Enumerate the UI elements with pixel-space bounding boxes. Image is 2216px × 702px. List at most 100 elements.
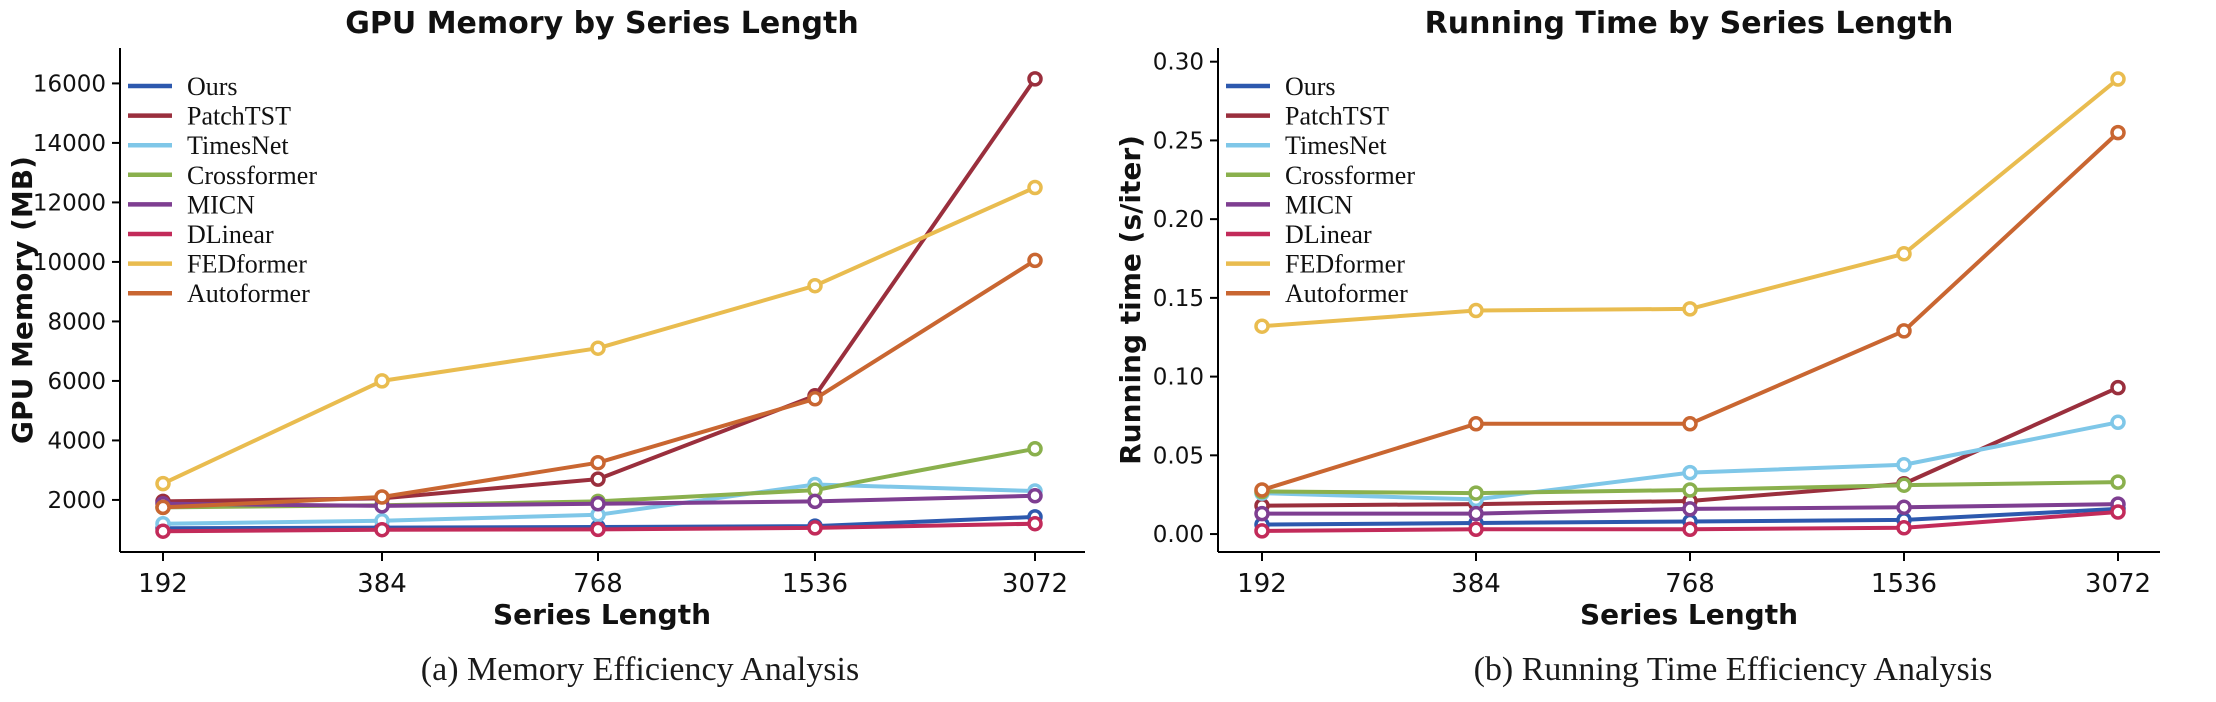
- data-point-patchtst-3072: [1027, 71, 1043, 87]
- y-tick-label: 0.00: [1153, 522, 1204, 548]
- data-point-crossformer-3072: [2110, 474, 2126, 490]
- legend: OursPatchTSTTimesNetCrossformerMICNDLine…: [128, 72, 317, 308]
- data-point-autoformer-3072: [1027, 252, 1043, 269]
- data-point-micn-3072: [1027, 488, 1043, 504]
- data-point-dlinear-3072: [2110, 504, 2126, 520]
- axes: 2000 4000 6000 8000 10000 12000 14000 16000 192 3…: [33, 48, 1085, 599]
- data-point-fedformer-384: [374, 373, 390, 389]
- legend-item-fedformer: FEDformer: [1226, 250, 1405, 279]
- x-tick-label: 1536: [782, 569, 848, 599]
- y-tick-label: 0.15: [1153, 286, 1204, 312]
- y-tick-label: 0.30: [1153, 50, 1204, 76]
- data-point-autoformer-768: [590, 454, 606, 471]
- series-fedformer: [155, 179, 1043, 492]
- y-tick-label: 10000: [33, 250, 106, 276]
- x-tick-label: 384: [357, 569, 407, 599]
- panel-runtime-chart: Running Time by Series Length Running ti…: [1108, 0, 2216, 702]
- legend-item-crossformer: Crossformer: [128, 161, 317, 190]
- data-point-fedformer-192: [1254, 318, 1270, 334]
- series-fedformer: [1254, 71, 2126, 334]
- data-point-crossformer-3072: [1027, 441, 1043, 457]
- x-tick-label: 3072: [2085, 569, 2151, 599]
- data-point-timesnet-768: [1682, 464, 1698, 481]
- data-point-micn-192: [1254, 505, 1270, 522]
- data-point-dlinear-384: [374, 521, 390, 538]
- legend-item-patchtst: PatchTST: [128, 102, 291, 131]
- data-point-micn-384: [1468, 505, 1484, 522]
- series-timesnet: [1254, 414, 2126, 508]
- data-point-fedformer-3072: [2110, 71, 2126, 87]
- legend-item-timesnet: TimesNet: [1226, 131, 1387, 160]
- data-point-autoformer-768: [1682, 416, 1698, 432]
- data-point-micn-768: [1682, 501, 1698, 517]
- data-point-dlinear-1536: [807, 520, 823, 536]
- data-point-autoformer-1536: [807, 391, 823, 407]
- legend-item-patchtst: PatchTST: [1226, 102, 1389, 131]
- y-axis-label-memory: GPU Memory (MB): [6, 156, 39, 444]
- y-tick-label: 0.25: [1153, 128, 1204, 154]
- x-axis-label-runtime: Series Length: [1580, 598, 1798, 631]
- y-tick-label: 16000: [33, 71, 106, 97]
- data-point-fedformer-192: [155, 475, 171, 492]
- data-point-autoformer-192: [155, 499, 171, 516]
- y-tick-label: 4000: [47, 428, 106, 454]
- data-point-micn-1536: [1896, 499, 1912, 516]
- y-tick-label: 8000: [47, 309, 106, 335]
- legend-label-crossformer: Crossformer: [187, 161, 317, 190]
- y-tick-label: 0.05: [1153, 443, 1204, 469]
- data-point-fedformer-1536: [1896, 246, 1912, 262]
- legend-label-autoformer: Autoformer: [1285, 279, 1408, 308]
- chart-title-memory: GPU Memory by Series Length: [345, 6, 858, 41]
- data-point-crossformer-384: [1468, 485, 1484, 501]
- data-point-fedformer-3072: [1027, 179, 1043, 196]
- legend-item-dlinear: DLinear: [128, 220, 274, 249]
- data-point-fedformer-1536: [807, 277, 823, 294]
- x-tick-label: 192: [1237, 569, 1287, 599]
- y-tick-label: 6000: [47, 369, 106, 395]
- x-tick-label: 384: [1451, 569, 1501, 599]
- y-tick-label: 2000: [47, 488, 106, 514]
- memory-line-chart: GPU Memory by Series Length GPU Memory (…: [6, 6, 1085, 688]
- legend-label-crossformer: Crossformer: [1285, 161, 1415, 190]
- x-tick-label: 768: [1665, 569, 1715, 599]
- legend-label-micn: MICN: [1285, 190, 1353, 219]
- series-autoformer: [155, 252, 1043, 516]
- legend-item-crossformer: Crossformer: [1226, 161, 1415, 190]
- data-point-micn-768: [590, 496, 606, 512]
- data-point-patchtst-768: [590, 471, 606, 487]
- legend-item-autoformer: Autoformer: [1226, 279, 1408, 308]
- legend-label-patchtst: PatchTST: [1285, 102, 1389, 131]
- data-point-dlinear-192: [155, 523, 171, 539]
- panel-memory-chart: GPU Memory by Series Length GPU Memory (…: [6, 6, 1085, 688]
- data-point-dlinear-3072: [1027, 515, 1043, 532]
- legend-label-dlinear: DLinear: [187, 220, 274, 249]
- data-point-autoformer-192: [1254, 482, 1270, 498]
- x-tick-label: 3072: [1002, 569, 1068, 599]
- caption-memory: (a) Memory Efficiency Analysis: [421, 651, 859, 688]
- x-tick-label: 768: [573, 569, 623, 599]
- legend-label-patchtst: PatchTST: [187, 102, 291, 131]
- y-tick-label: 14000: [33, 131, 106, 157]
- series-autoformer: [1254, 124, 2126, 498]
- legend-label-dlinear: DLinear: [1285, 220, 1372, 249]
- runtime-line-chart: Running Time by Series Length Running ti…: [1114, 6, 2160, 688]
- data-point-dlinear-768: [590, 521, 606, 538]
- data-point-patchtst-3072: [2110, 379, 2126, 396]
- plot-area-runtime: 0.00 0.05 0.10 0.15 0.20 0.25 0.30 192 384 768 153…: [1153, 48, 2160, 599]
- data-point-autoformer-1536: [1896, 323, 1912, 339]
- legend-label-timesnet: TimesNet: [1285, 131, 1387, 160]
- data-point-autoformer-384: [1468, 416, 1484, 432]
- y-tick-label: 12000: [33, 190, 106, 216]
- legend-label-ours: Ours: [187, 72, 238, 101]
- x-tick-label: 1536: [1871, 569, 1937, 599]
- chart-title-runtime: Running Time by Series Length: [1425, 6, 1954, 41]
- data-point-dlinear-192: [1254, 523, 1270, 539]
- legend-label-ours: Ours: [1285, 72, 1336, 101]
- legend-item-fedformer: FEDformer: [128, 250, 307, 279]
- legend-label-fedformer: FEDformer: [187, 250, 307, 279]
- legend-item-dlinear: DLinear: [1226, 220, 1372, 249]
- series-dlinear: [155, 515, 1043, 539]
- plot-area-memory: 2000 4000 6000 8000 10000 12000 14000 16000 192 3…: [33, 48, 1085, 599]
- x-axis-label-memory: Series Length: [493, 598, 711, 631]
